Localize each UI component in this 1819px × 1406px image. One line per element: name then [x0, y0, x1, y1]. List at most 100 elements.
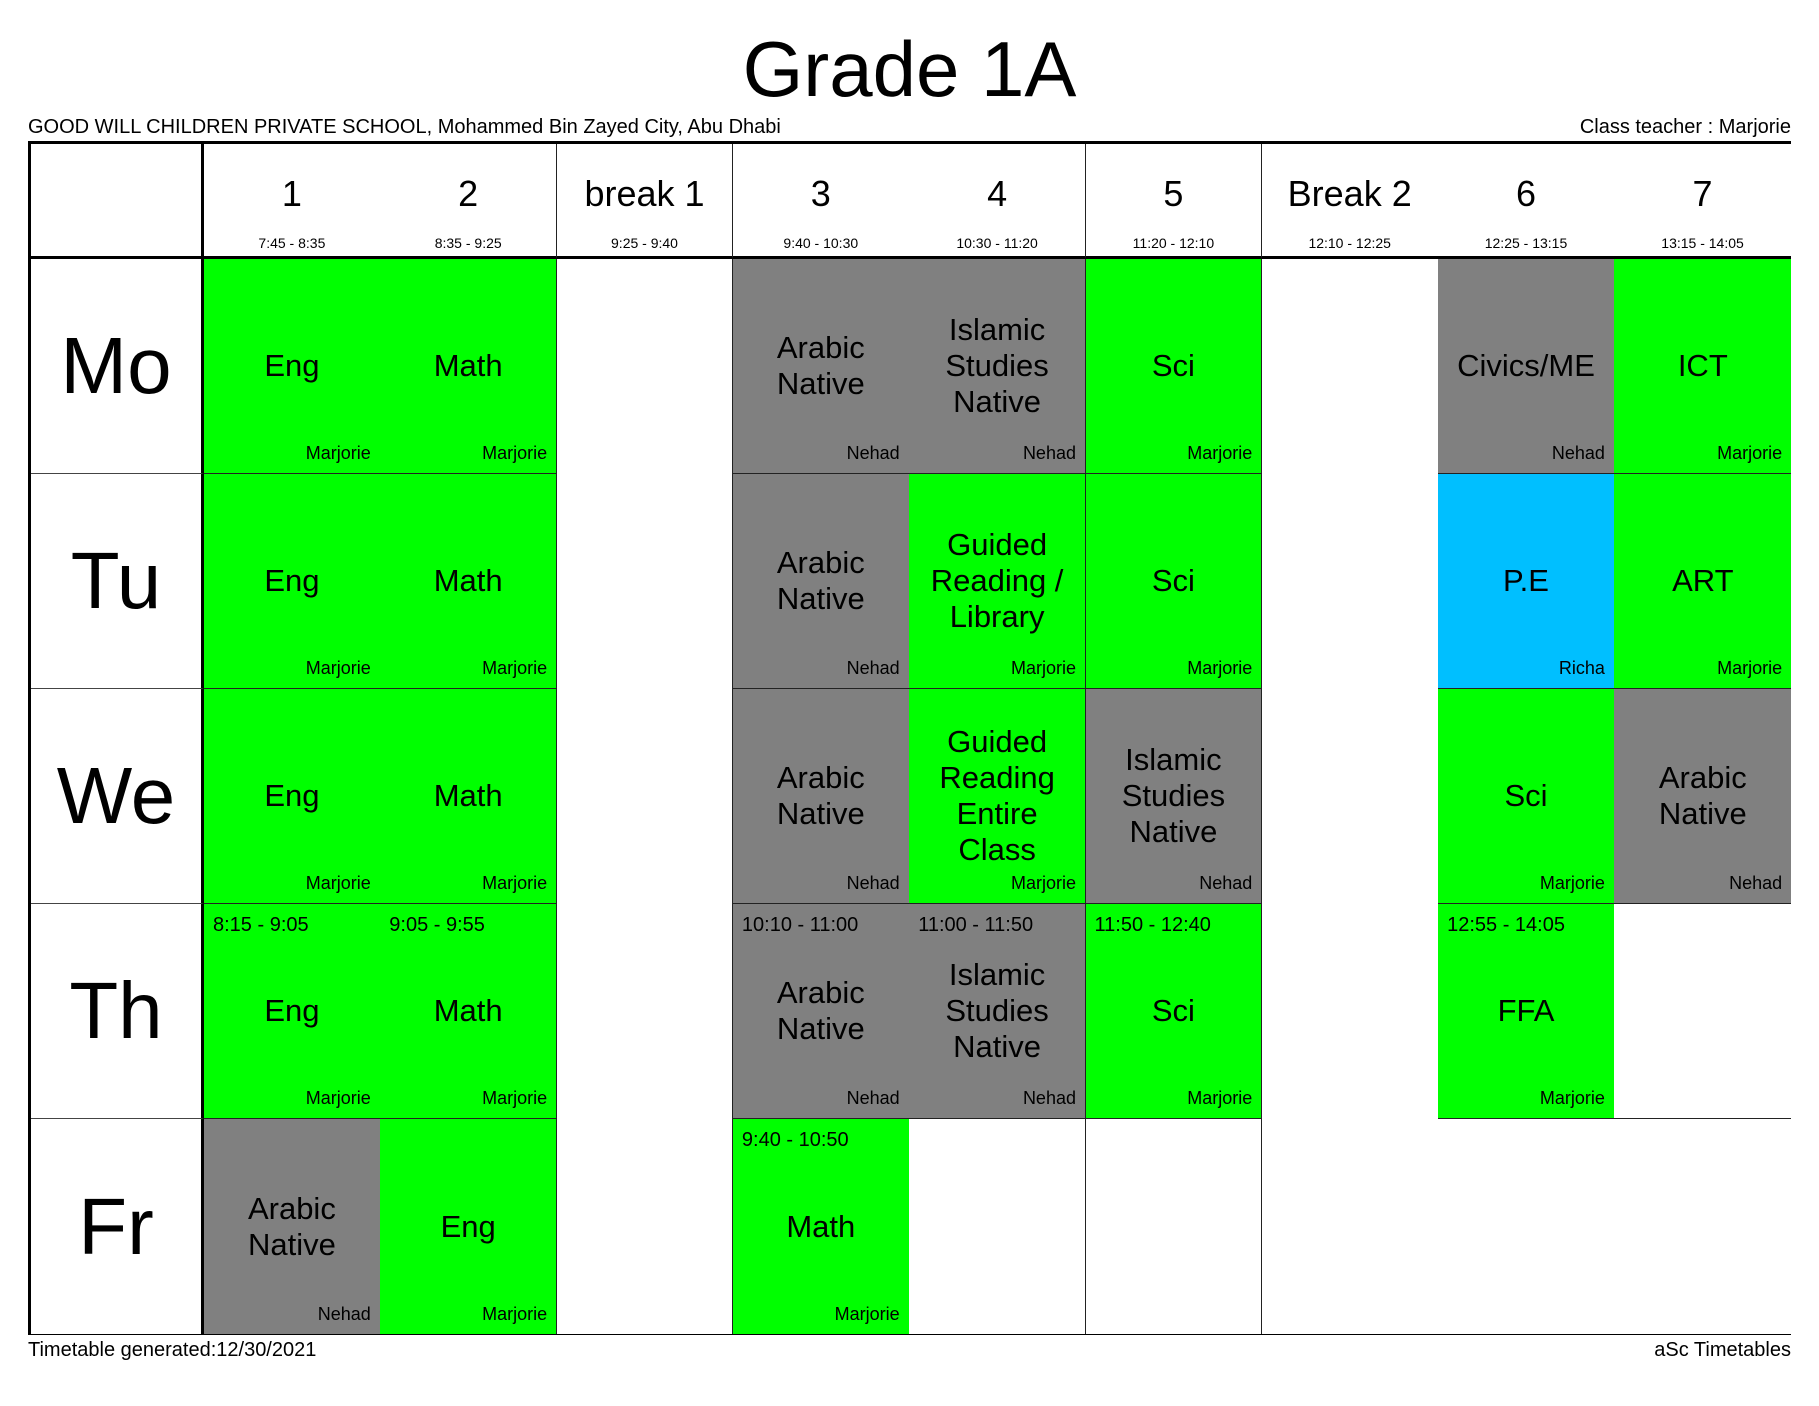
lesson-guided-reading-entire-class[interactable]: Guided Reading Entire Class Marjorie [909, 689, 1086, 904]
period-label: 3 [810, 173, 831, 214]
period-label: 7 [1692, 173, 1713, 214]
lesson-teacher: Marjorie [1187, 658, 1253, 678]
page-title: Grade 1A [742, 25, 1077, 113]
lesson-p-e[interactable]: P.E Richa [1438, 474, 1615, 689]
lesson-arabic-native[interactable]: 10:10 - 11:00 Arabic Native Nehad [732, 904, 910, 1119]
period-time: 8:35 - 9:25 [434, 235, 502, 251]
lesson-sci[interactable]: Sci Marjorie [1085, 259, 1263, 474]
lesson-math[interactable]: Math Marjorie [380, 259, 558, 474]
lesson-teacher: Marjorie [305, 873, 371, 893]
lesson-subject: ART [1672, 563, 1734, 598]
lesson-teacher: Nehad [846, 1088, 900, 1108]
lesson-teacher: Richa [1558, 658, 1605, 678]
timetable-grid: 1 7:45 - 8:35 2 8:35 - 9:25 break 1 9:25 - 9:… [28, 141, 1792, 1335]
lesson-civics-me[interactable]: Civics/ME Nehad [1438, 259, 1615, 474]
lesson-arabic-native[interactable]: Arabic Native Nehad [732, 474, 910, 689]
lesson-ffa[interactable]: 12:55 - 14:05 FFA Marjorie [1438, 904, 1615, 1119]
period-header-3: 3 9:40 - 10:30 [732, 144, 910, 259]
lesson-subject: Eng [264, 563, 320, 598]
lesson-sci[interactable]: 11:50 - 12:40 Sci Marjorie [1085, 904, 1263, 1119]
lesson-subject: Math [433, 563, 503, 598]
lesson-teacher: Nehad [317, 1304, 371, 1324]
lesson-eng[interactable]: Eng Marjorie [204, 689, 381, 904]
lesson-eng[interactable]: Eng Marjorie [204, 474, 381, 689]
lesson-teacher: Nehad [1022, 443, 1076, 463]
period-header-5: 5 11:20 - 12:10 [1085, 144, 1263, 259]
lesson-teacher: Nehad [1551, 443, 1605, 463]
period-label: 6 [1515, 173, 1536, 214]
period-time: 12:25 - 13:15 [1484, 235, 1568, 251]
lesson-teacher: Nehad [846, 873, 900, 893]
school-name: GOOD WILL CHILDREN PRIVATE SCHOOL, Moham… [28, 116, 781, 138]
lesson-eng[interactable]: Eng Marjorie [380, 1119, 558, 1334]
lesson-subject: P.E [1503, 563, 1549, 598]
day-label-th: Th [31, 904, 204, 1119]
empty-slot [1085, 1119, 1263, 1334]
lesson-subject: Arabic Native [776, 330, 865, 401]
empty-slot [1614, 1119, 1792, 1334]
lesson-teacher: Nehad [1022, 1088, 1076, 1108]
lesson-time: 9:05 - 9:55 [389, 914, 485, 936]
lesson-guided-reading-library[interactable]: Guided Reading / Library Marjorie [909, 474, 1086, 689]
lesson-subject: Arabic Native [1658, 760, 1747, 831]
period-header-break-2: Break 2 12:10 - 12:25 [1261, 144, 1439, 259]
lesson-islamic-studies-native[interactable]: Islamic Studies Native Nehad [909, 259, 1086, 474]
lesson-arabic-native[interactable]: Arabic Native Nehad [1614, 689, 1792, 904]
lesson-teacher: Marjorie [1717, 443, 1783, 463]
lesson-subject: Civics/ME [1457, 348, 1595, 383]
empty-slot [909, 1119, 1086, 1334]
lesson-teacher: Marjorie [1539, 873, 1605, 893]
lesson-subject: Eng [440, 1208, 496, 1244]
lesson-islamic-studies-native[interactable]: Islamic Studies Native Nehad [1085, 689, 1263, 904]
lesson-arabic-native[interactable]: Arabic Native Nehad [732, 689, 910, 904]
lesson-time: 12:55 - 14:05 [1447, 914, 1565, 936]
lesson-subject: ICT [1677, 348, 1728, 383]
period-label: 4 [987, 173, 1008, 214]
lesson-ict[interactable]: ICT Marjorie [1614, 259, 1792, 474]
lesson-teacher: Nehad [1729, 873, 1783, 893]
period-header-break-1: break 1 9:25 - 9:40 [556, 144, 734, 259]
period-time: 9:40 - 10:30 [783, 235, 859, 251]
lesson-subject: Math [433, 778, 503, 813]
lesson-teacher: Marjorie [1010, 658, 1076, 678]
class-teacher: Class teacher : Marjorie [1579, 116, 1791, 138]
lesson-sci[interactable]: Sci Marjorie [1438, 689, 1615, 904]
period-header-4: 4 10:30 - 11:20 [909, 144, 1086, 259]
lesson-arabic-native[interactable]: Arabic Native Nehad [732, 259, 910, 474]
lesson-time: 9:40 - 10:50 [741, 1129, 849, 1151]
lesson-subject: Guided Reading Entire Class [939, 724, 1055, 867]
lesson-teacher: Nehad [846, 658, 900, 678]
lesson-teacher: Nehad [1199, 873, 1253, 893]
lesson-time: 10:10 - 11:00 [741, 914, 859, 936]
lesson-arabic-native[interactable]: Arabic Native Nehad [204, 1119, 381, 1334]
lesson-math[interactable]: Math Marjorie [380, 474, 558, 689]
lesson-eng[interactable]: Eng Marjorie [204, 259, 381, 474]
lesson-math[interactable]: 9:05 - 9:55 Math Marjorie [380, 904, 558, 1119]
lesson-teacher: Marjorie [482, 1088, 548, 1108]
lesson-teacher: Marjorie [305, 1088, 371, 1108]
empty-slot [1614, 904, 1792, 1119]
period-time: 10:30 - 11:20 [956, 235, 1038, 251]
lesson-art[interactable]: ART Marjorie [1614, 474, 1792, 689]
lesson-sci[interactable]: Sci Marjorie [1085, 474, 1263, 689]
lesson-teacher: Marjorie [482, 873, 548, 893]
period-label: 2 [458, 173, 479, 214]
lesson-eng[interactable]: 8:15 - 9:05 Eng Marjorie [204, 904, 381, 1119]
lesson-teacher: Marjorie [834, 1304, 900, 1324]
lesson-islamic-studies-native[interactable]: 11:00 - 11:50 Islamic Studies Native Nehad [909, 904, 1086, 1119]
lesson-subject: Math [786, 1208, 856, 1244]
lesson-subject: Arabic Native [776, 760, 865, 831]
lesson-subject: Math [433, 993, 503, 1028]
period-time: 9:25 - 9:40 [611, 235, 678, 251]
day-label-tu: Tu [31, 474, 204, 689]
lesson-subject: Islamic Studies Native [945, 312, 1049, 419]
lesson-subject: Islamic Studies Native [1121, 742, 1226, 849]
lesson-subject: FFA [1497, 993, 1555, 1028]
lesson-subject: Arabic Native [776, 545, 865, 616]
period-header-7: 7 13:15 - 14:05 [1614, 144, 1791, 259]
lesson-subject: Guided Reading / Library [930, 527, 1064, 634]
lesson-teacher: Marjorie [1187, 1088, 1253, 1108]
lesson-math[interactable]: 9:40 - 10:50 Math Marjorie [732, 1119, 910, 1334]
lesson-math[interactable]: Math Marjorie [380, 689, 558, 904]
lesson-teacher: Marjorie [482, 443, 548, 463]
